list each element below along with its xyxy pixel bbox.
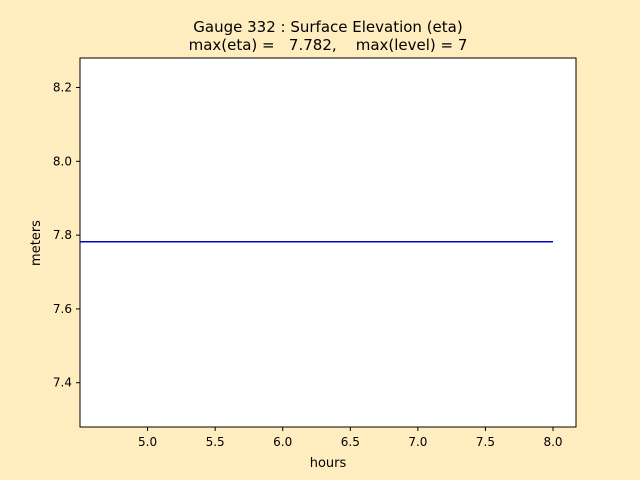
x-tick-label: 6.0 — [273, 435, 292, 449]
x-tick-label: 8.0 — [543, 435, 562, 449]
y-axis-label: meters — [29, 220, 44, 266]
chart-title-line1: Gauge 332 : Surface Elevation (eta) — [193, 18, 462, 36]
chart-title-line2: max(eta) = 7.782, max(level) = 7 — [189, 36, 468, 54]
x-tick-label: 5.0 — [138, 435, 157, 449]
y-tick-label: 8.2 — [53, 81, 72, 95]
x-tick-label: 5.5 — [206, 435, 225, 449]
y-tick-label: 7.8 — [53, 228, 72, 242]
x-axis-label: hours — [310, 456, 347, 471]
y-axis-ticks: 7.4 7.6 7.8 8.0 8.2 — [53, 81, 80, 390]
y-tick-label: 7.4 — [53, 376, 72, 390]
x-tick-label: 6.5 — [341, 435, 360, 449]
plot-frame — [79, 57, 577, 428]
x-tick-label: 7.5 — [476, 435, 495, 449]
y-tick-label: 7.6 — [53, 302, 72, 316]
x-tick-label: 7.0 — [408, 435, 427, 449]
y-tick-label: 8.0 — [53, 154, 72, 168]
x-axis-ticks: 5.0 5.5 6.0 6.5 7.0 7.5 8.0 — [138, 427, 563, 449]
